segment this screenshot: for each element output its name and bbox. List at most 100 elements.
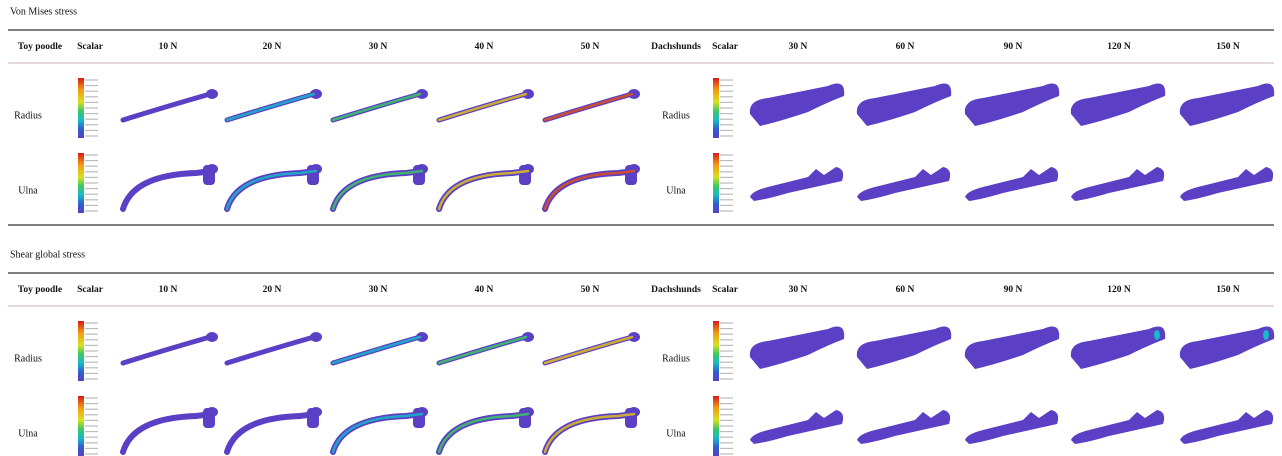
color-bar [713,321,719,381]
section-title: Von Mises stress [10,6,77,17]
row-label: Radius [662,353,690,364]
stress-overlay [439,414,528,452]
stress-overlay [333,337,420,363]
bone-end [203,165,215,185]
breed-header: Toy poodle [18,285,62,295]
color-bar [78,396,84,456]
bone [750,410,843,444]
bone [857,327,951,369]
bone [227,414,316,452]
force-header: 30 N [369,42,388,52]
bone [857,410,950,444]
bone-head [206,89,218,99]
color-bar [78,153,84,213]
bone [1180,84,1274,126]
color-bar [78,321,84,381]
bone-end [307,408,319,428]
row-label: Ulna [18,428,38,439]
bone-end [519,408,531,428]
row-label: Ulna [18,185,38,196]
force-header: 50 N [581,42,600,52]
bone [750,84,844,126]
force-header: 90 N [1004,42,1023,52]
color-bar [713,396,719,456]
bone-end [519,165,531,185]
bone [750,327,844,369]
bone [857,84,951,126]
color-bar [713,153,719,213]
bone [227,337,314,363]
bone-head [310,332,322,342]
scalar-header: Scalar [712,42,739,52]
row-label: Ulna [666,185,686,196]
color-bar [78,78,84,138]
bone [857,167,950,201]
stress-overlay [545,337,632,363]
force-header: 10 N [159,42,178,52]
bone [123,337,210,363]
row-label: Radius [14,110,42,121]
scalar-header: Scalar [712,285,739,295]
force-header: 90 N [1004,285,1023,295]
bone-head [206,332,218,342]
bone [965,84,1059,126]
bone [1180,167,1273,201]
breed-header: Toy poodle [18,42,62,52]
force-header: 20 N [263,42,282,52]
bone [123,94,210,120]
scalar-header: Scalar [77,42,104,52]
stress-overlay [333,414,422,452]
bone [1071,410,1164,444]
stress-spot [1263,330,1269,340]
force-header: 60 N [896,42,915,52]
stress-overlay [333,171,422,209]
bone [965,410,1058,444]
bone-end [203,408,215,428]
figure: Von Mises stress Toy poodle Scalar 10 N 20 N… [0,0,1282,456]
force-header: 30 N [789,285,808,295]
bone [1071,327,1165,369]
bone [123,414,212,452]
stress-spot [1154,330,1160,340]
page: Von Mises stress Toy poodle Scalar 10 N 20 N… [0,0,1282,456]
force-header: 120 N [1107,285,1131,295]
stress-overlay [545,414,634,452]
force-header: 50 N [581,285,600,295]
row-label: Ulna [666,428,686,439]
bone [123,171,212,209]
stress-overlay [545,94,632,120]
bone [965,327,1059,369]
stress-overlay [439,337,526,363]
stress-overlay [227,171,316,209]
force-header: 40 N [475,285,494,295]
bone-end [413,408,425,428]
stress-overlay [333,94,420,120]
breed-header: Dachshunds [651,285,701,295]
stress-overlay [545,171,634,209]
force-header: 30 N [369,285,388,295]
bone-end [307,165,319,185]
force-header: 10 N [159,285,178,295]
force-header: 30 N [789,42,808,52]
force-header: 150 N [1216,285,1240,295]
stress-overlay [227,94,314,120]
color-bar [713,78,719,138]
bone [1180,327,1274,369]
bone [1071,167,1164,201]
bone [1180,410,1273,444]
bone [750,167,843,201]
bone-end [625,165,637,185]
bone [965,167,1058,201]
stress-overlay [439,171,528,209]
row-label: Radius [662,110,690,121]
bone [1071,84,1165,126]
bone-end [413,165,425,185]
force-header: 60 N [896,285,915,295]
scalar-header: Scalar [77,285,104,295]
stress-overlay [439,94,526,120]
section-title: Shear global stress [10,249,85,260]
row-label: Radius [14,353,42,364]
bone-end [625,408,637,428]
force-header: 40 N [475,42,494,52]
force-header: 150 N [1216,42,1240,52]
